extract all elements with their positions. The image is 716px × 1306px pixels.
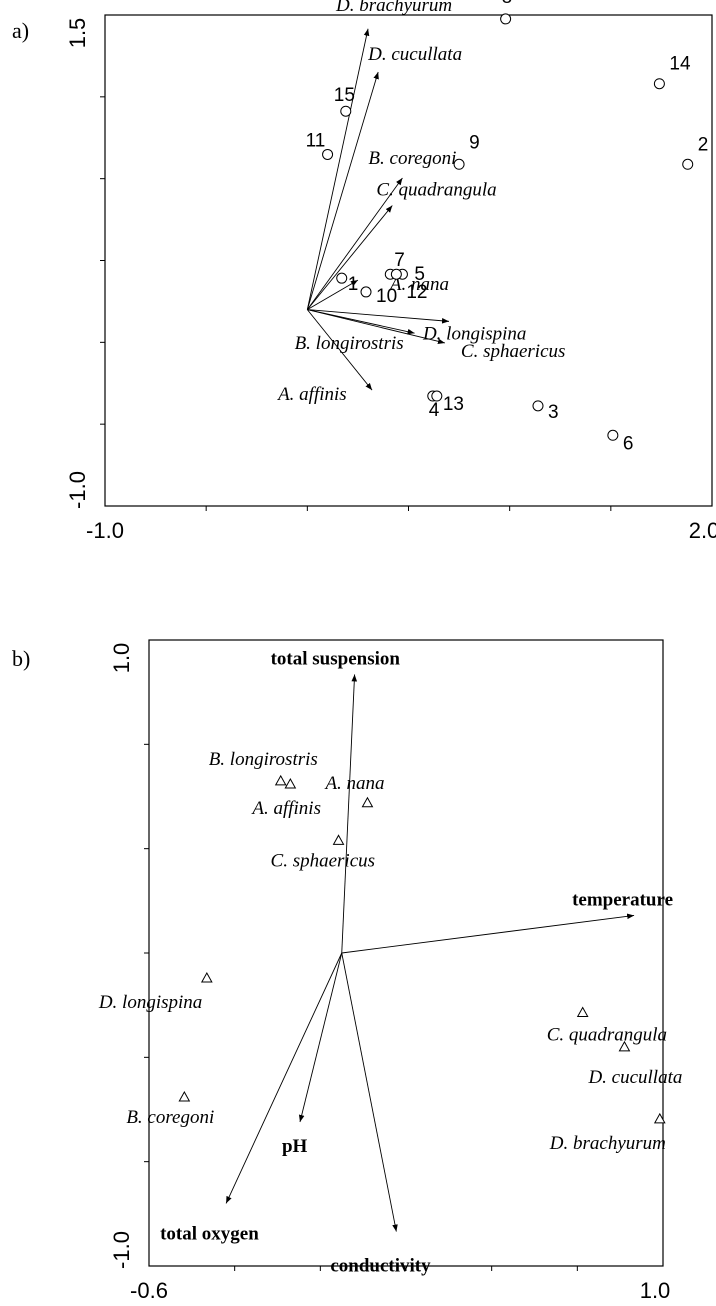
species-label: A. affinis (250, 798, 321, 819)
species-arrow (306, 309, 373, 391)
environment-label: pH (282, 1136, 308, 1157)
environment-label: temperature (572, 889, 673, 910)
species-point (200, 972, 213, 983)
environment-arrow (298, 952, 343, 1123)
site-point (453, 158, 465, 170)
panel-b-species-environment-biplot: b) -0.6 1.0 -1.0 1.0 total suspension temperat… (12, 639, 682, 1303)
species-arrow (307, 279, 359, 310)
site-point (653, 78, 665, 90)
species-label: C. sphaericus (271, 850, 376, 871)
species-label: C. sphaericus (461, 341, 566, 362)
species-label: C. quadrangula (376, 180, 496, 201)
environment-arrow (341, 952, 398, 1232)
species-label: C. quadrangula (547, 1024, 667, 1045)
site-point (322, 148, 334, 160)
species-label: A. affinis (276, 384, 347, 405)
species-point (653, 1112, 666, 1124)
plot-frame (148, 639, 664, 1267)
species-arrow (307, 309, 450, 324)
species-label: D. brachyurum (549, 1133, 666, 1154)
y-tick-label-max: 1.5 (65, 18, 90, 49)
site-label: 12 (406, 282, 427, 303)
species-arrow (306, 205, 393, 310)
species-arrow (307, 309, 446, 345)
species-label: D. brachyurum (335, 0, 452, 16)
site-label: 14 (669, 54, 691, 75)
site-point (500, 13, 512, 25)
environment-label: total suspension (271, 648, 401, 669)
site-label: 4 (429, 400, 440, 421)
site-label: 7 (394, 250, 405, 271)
species-label: D. cucullata (587, 1067, 682, 1088)
site-label: 15 (334, 85, 355, 106)
species-point (274, 774, 287, 786)
species-point (178, 1090, 191, 1102)
site-point (336, 272, 348, 284)
environment-arrow (341, 674, 358, 954)
x-tick-label-max: 1.0 (640, 1278, 671, 1303)
panel-a-site-species-biplot: a) -1.0 2.0 -1.0 1.5 D. brachyurum D. cucullat… (12, 0, 716, 543)
site-point (390, 268, 402, 280)
panel-tag: b) (12, 646, 30, 671)
y-tick-label-min: -1.0 (109, 1231, 134, 1269)
panel-tag: a) (12, 18, 29, 43)
site-label: 1 (348, 274, 359, 295)
species-arrow (307, 309, 415, 335)
y-tick-label-min: -1.0 (65, 471, 90, 509)
species-arrow (306, 28, 370, 310)
species-label: B. longirostris (295, 333, 404, 354)
site-point (682, 158, 694, 170)
species-label: B. longirostris (209, 749, 318, 770)
species-point (332, 834, 345, 845)
site-point (607, 429, 619, 441)
site-label: 2 (698, 134, 709, 155)
site-point (340, 105, 352, 117)
species-point (618, 1040, 631, 1052)
species-point (576, 1006, 589, 1017)
site-label: 9 (469, 132, 480, 153)
species-label: D. longispina (422, 323, 526, 344)
environment-arrow (341, 913, 635, 954)
species-point (284, 777, 297, 789)
site-label: 5 (414, 264, 425, 285)
y-tick-label-max: 1.0 (109, 643, 134, 674)
species-label: D. longispina (98, 992, 202, 1013)
species-point (361, 796, 374, 808)
species-label: A. nana (323, 773, 384, 794)
site-label: 6 (623, 433, 634, 454)
species-arrow (306, 177, 403, 310)
species-arrow (306, 71, 379, 310)
site-label: 10 (376, 286, 397, 307)
x-tick-label-min: -0.6 (130, 1278, 168, 1303)
site-point (360, 286, 372, 298)
site-label: 13 (443, 394, 464, 415)
environment-label: conductivity (330, 1256, 431, 1277)
species-label: D. cucullata (367, 44, 462, 65)
environment-arrow (225, 952, 343, 1204)
species-label: B. coregoni (126, 1107, 214, 1128)
site-point (532, 400, 544, 412)
species-label: B. coregoni (368, 148, 456, 169)
site-label: 11 (306, 130, 326, 151)
environment-label: total oxygen (160, 1223, 259, 1244)
x-tick-label-max: 2.0 (689, 518, 716, 543)
plot-frame (104, 14, 713, 507)
site-point (431, 390, 443, 402)
site-label: 8 (502, 0, 513, 8)
x-tick-label-min: -1.0 (86, 518, 124, 543)
site-label: 3 (548, 402, 559, 423)
